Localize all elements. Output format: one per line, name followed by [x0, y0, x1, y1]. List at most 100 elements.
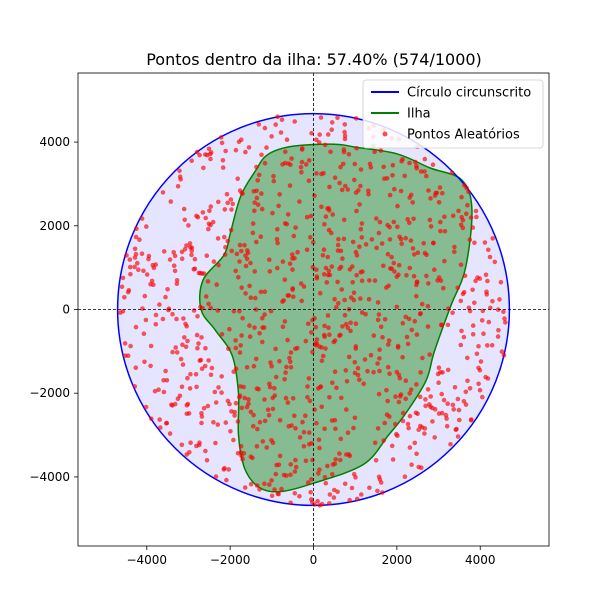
random-point	[187, 241, 193, 246]
random-point	[424, 252, 429, 258]
random-point	[498, 279, 504, 285]
random-point	[125, 353, 131, 359]
random-point	[459, 214, 465, 220]
random-point	[327, 492, 333, 497]
random-point	[226, 467, 231, 472]
random-point	[164, 378, 170, 383]
random-point	[291, 294, 296, 300]
random-point	[390, 173, 395, 178]
random-point	[382, 176, 387, 181]
random-point	[326, 325, 331, 331]
random-point	[268, 308, 274, 314]
random-point	[202, 363, 208, 369]
random-point	[203, 448, 208, 454]
random-point	[384, 387, 389, 393]
random-point	[206, 221, 212, 227]
random-point	[407, 413, 413, 419]
random-point	[316, 471, 321, 476]
random-point	[341, 236, 347, 242]
random-point	[163, 368, 168, 374]
random-point	[422, 156, 428, 162]
random-point	[152, 388, 158, 394]
random-point	[334, 385, 339, 391]
random-point	[443, 412, 449, 418]
random-point	[403, 378, 409, 384]
random-point	[259, 206, 265, 212]
random-point	[329, 127, 335, 132]
random-point	[452, 249, 457, 255]
random-point	[199, 335, 204, 340]
random-point	[415, 411, 420, 417]
random-point	[458, 342, 464, 348]
random-point	[287, 261, 293, 267]
random-point	[343, 183, 348, 189]
random-point	[375, 488, 380, 494]
random-point	[242, 242, 247, 248]
random-point	[251, 189, 257, 194]
random-point	[325, 313, 331, 318]
random-point	[274, 236, 280, 242]
random-point	[254, 164, 259, 170]
random-point	[450, 213, 456, 219]
random-point	[312, 407, 317, 413]
random-point	[301, 444, 307, 449]
random-point	[329, 418, 335, 423]
random-point	[352, 415, 358, 421]
random-point	[336, 301, 341, 306]
random-point	[317, 132, 323, 137]
random-point	[216, 262, 221, 268]
random-point	[314, 171, 319, 176]
random-point	[488, 305, 493, 311]
random-point	[255, 426, 260, 432]
random-point	[380, 490, 385, 495]
random-point	[412, 440, 418, 446]
random-point	[255, 178, 260, 183]
random-point	[319, 204, 324, 210]
random-point	[436, 200, 442, 205]
random-point	[235, 176, 240, 181]
random-point	[408, 387, 414, 393]
random-point	[224, 191, 230, 197]
random-point	[220, 158, 226, 163]
random-point	[317, 467, 322, 473]
random-point	[460, 225, 466, 231]
y-tick-label: −4000	[29, 470, 70, 484]
random-point	[306, 321, 311, 327]
random-point	[180, 362, 186, 367]
random-point	[323, 480, 329, 486]
random-point	[337, 180, 342, 186]
random-point	[326, 227, 332, 233]
random-point	[262, 289, 268, 295]
random-point	[410, 200, 416, 205]
random-point	[307, 430, 312, 435]
random-point	[133, 365, 139, 371]
random-point	[342, 129, 347, 135]
random-point	[352, 177, 357, 183]
random-point	[397, 394, 403, 399]
random-point	[271, 178, 277, 184]
random-point	[284, 473, 289, 478]
random-point	[256, 122, 262, 127]
random-point	[299, 159, 305, 165]
random-point	[468, 215, 474, 220]
random-point	[393, 421, 398, 427]
random-point	[330, 380, 335, 386]
random-point	[288, 365, 294, 370]
random-point	[271, 173, 276, 179]
random-point	[330, 212, 336, 217]
random-point	[423, 397, 428, 402]
random-point	[247, 334, 253, 339]
random-point	[502, 316, 507, 321]
random-point	[182, 247, 188, 252]
random-point	[414, 293, 419, 299]
random-point	[206, 146, 212, 152]
random-point	[445, 322, 451, 328]
random-point	[320, 253, 326, 258]
random-point	[241, 451, 247, 456]
random-point	[457, 417, 462, 423]
random-point	[161, 389, 167, 395]
random-point	[214, 282, 219, 287]
random-point	[178, 356, 184, 362]
random-point	[277, 192, 283, 197]
random-point	[417, 394, 423, 400]
